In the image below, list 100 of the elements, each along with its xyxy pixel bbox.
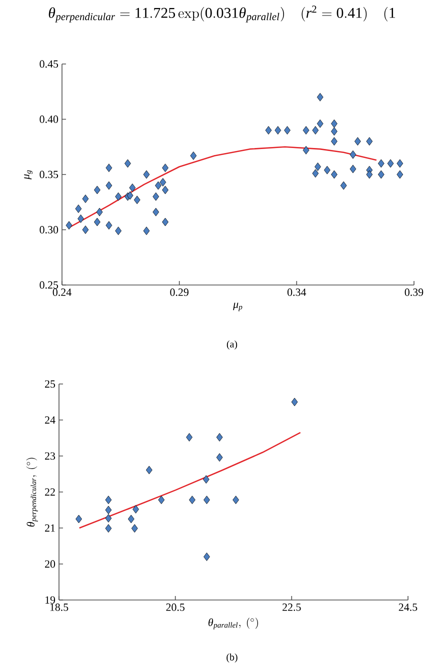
point [162, 164, 168, 172]
x-tick-label: 24.5 [398, 604, 418, 611]
point [189, 496, 196, 504]
point [324, 166, 330, 174]
point [350, 150, 356, 159]
point [274, 126, 282, 134]
y-tick-label: 21 [45, 524, 55, 532]
point [94, 218, 100, 226]
x-tick-label: 18.5 [50, 604, 68, 611]
y-axis-title: $\theta_{perpendicular},\ (^{\circ})$ [26, 458, 38, 527]
point [202, 475, 210, 484]
point [94, 186, 100, 194]
point [152, 208, 160, 216]
x-tick-label: 0.29 [170, 288, 188, 296]
x-tick-label: 0.34 [287, 288, 306, 296]
point [143, 226, 150, 236]
point [216, 433, 223, 442]
y-tick-label: 23 [45, 452, 56, 460]
point [314, 162, 321, 171]
point [78, 214, 84, 223]
point [105, 496, 112, 504]
text: $\theta_{perpendicular} = 11.725\exp(0.031\theta_{parallel})\quad (r^{2} = 0.41)\quad (1$ [48, 6, 396, 22]
point [316, 92, 324, 102]
y-tick-label: 0.30 [40, 226, 58, 234]
point [216, 453, 223, 462]
x-axis-title: μ$_{p}$ [233, 302, 242, 312]
point [396, 170, 404, 179]
point [378, 170, 384, 179]
point [204, 496, 210, 504]
point [134, 196, 140, 204]
y-tick-label: 0.45 [40, 60, 58, 68]
point [378, 159, 384, 168]
y-tick-label: 22 [45, 488, 55, 496]
point [312, 169, 319, 178]
point [396, 159, 404, 168]
x-tick-label: 22.5 [282, 604, 301, 611]
y-tick-label: 0.35 [40, 170, 58, 178]
point [331, 127, 338, 136]
point [143, 170, 150, 179]
x-tick-label: 0.39 [404, 288, 424, 296]
y-axis-title: μ$_{g}$ [24, 170, 32, 180]
point [316, 119, 324, 128]
point [232, 496, 240, 504]
point [354, 137, 361, 146]
point [162, 186, 168, 194]
line-series [78, 432, 302, 529]
point [302, 146, 310, 154]
point [204, 552, 210, 561]
x-tick-label: 20.5 [166, 604, 184, 611]
point [131, 524, 138, 533]
point [115, 226, 122, 236]
point [190, 152, 197, 160]
point [186, 433, 192, 442]
point [132, 505, 139, 514]
point [158, 496, 165, 504]
text: (b) [226, 653, 238, 663]
point [350, 164, 356, 174]
point [146, 466, 152, 474]
point [340, 181, 347, 190]
point [105, 506, 112, 514]
point [366, 137, 373, 146]
point [331, 137, 338, 146]
point [265, 126, 272, 134]
point [76, 514, 82, 524]
point [106, 181, 112, 190]
point [115, 192, 122, 201]
point [129, 184, 136, 192]
point [126, 191, 134, 200]
point [96, 208, 103, 216]
point [366, 170, 373, 179]
point [82, 226, 89, 234]
point [331, 170, 338, 179]
y-tick-label: 25 [45, 380, 56, 388]
point [128, 514, 134, 524]
y-tick-label: 24 [45, 416, 56, 424]
point [105, 514, 112, 522]
point [312, 126, 319, 134]
point [160, 178, 166, 186]
point [331, 119, 338, 128]
text: (a) [226, 340, 238, 350]
y-tick-label: 0.40 [40, 116, 58, 123]
point [75, 204, 82, 213]
point [152, 192, 160, 201]
point [106, 164, 112, 172]
point [284, 126, 290, 134]
x-axis-title: $\theta_{parallel},\ (^{\circ})$ [208, 618, 258, 630]
point [105, 524, 112, 533]
point [302, 126, 310, 134]
x-tick-label: 0.24 [52, 288, 72, 296]
point [82, 194, 89, 204]
y-tick-label: 19 [45, 596, 56, 604]
point [106, 221, 112, 230]
point [291, 398, 298, 406]
y-tick-label: 20 [45, 560, 56, 568]
y-tick-label: 0.25 [40, 281, 58, 289]
point [387, 159, 394, 168]
point [162, 218, 168, 226]
point [124, 159, 131, 168]
point [66, 221, 72, 230]
point [155, 181, 162, 190]
